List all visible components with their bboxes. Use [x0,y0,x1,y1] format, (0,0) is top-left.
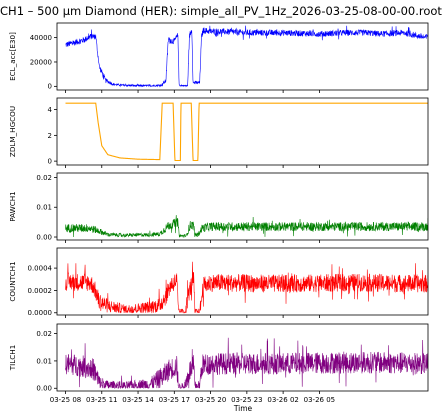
axes-frame-4 [56,247,429,316]
series-line-3-1 [65,215,428,239]
x-tick-label: 03-25 17 [159,396,190,404]
axes-frame-1 [56,22,429,91]
y-tick-label: 0.00 [36,233,52,241]
y-tick-label: 20000 [30,58,52,66]
x-axis-ticks: 03-25 08 03-25 11 03-25 14 03-25 17 03-25 20… [50,396,335,404]
x-axis-label: Time [233,404,253,413]
x-tick-label: 03-25 23 [231,396,262,404]
y-axis-label-4: COUNTCH1 [8,261,17,301]
y-tick-label: 4 [48,106,53,114]
chart-title: CH1 – 500 µm Diamond (HER): simple_all_P… [0,4,442,18]
x-tick-label: 03-26 02 [267,396,298,404]
axes-frame-3 [56,172,429,241]
panel-3: 0.00 0.01 0.02 PAWCH1 [8,172,429,243]
y-tick-label: 0 [48,158,52,166]
y-tick-label: 0.02 [36,174,52,182]
y-axis-label-5: TILCH1 [8,345,17,372]
panel-5: 0.00 0.01 0.02 TILCH1 [8,323,429,394]
y-tick-label: 40000 [30,34,52,42]
y-tick-label: 0.0000 [28,309,53,317]
y-axis-label-3: PAWCH1 [8,191,17,222]
axes-frame-2 [56,97,429,166]
panel-4: 0.0000 0.0002 0.0004 COUNTCH1 [8,247,429,318]
y-tick-label: 0 [48,83,52,91]
panel-2: 0 2 4 ZDLM_HGCOU [8,97,429,168]
series-line-4-1 [65,261,428,314]
y-tick-label: 2 [48,132,52,140]
x-tick-label: 03-25 11 [86,396,117,404]
y-axis-label-1: ECL_acc[E30] [8,32,17,81]
axes-frame-5 [56,323,429,392]
y-tick-label: 0.01 [36,204,52,212]
y-tick-label: 0.01 [36,357,52,365]
y-tick-label: 0.02 [36,330,52,338]
subplots: 0 20000 40000 ECL_acc[E30] 0 2 4 ZDLM_HGCOU 0.00… [8,22,429,394]
x-tick-label: 03-25 08 [50,396,81,404]
y-tick-label: 0.0004 [28,265,53,273]
x-tick-label: 03-26 05 [304,396,335,404]
y-tick-label: 0.00 [36,385,52,393]
series-line-2-1 [65,102,428,162]
y-tick-label: 0.0002 [28,287,53,295]
y-axis-label-2: ZDLM_HGCOU [8,106,17,157]
x-tick-label: 03-25 14 [122,396,154,404]
panel-1: 0 20000 40000 ECL_acc[E30] [8,22,429,93]
series-line-1-1 [65,25,428,88]
series-line-5-1 [65,337,428,390]
x-tick-label: 03-25 20 [195,396,226,404]
